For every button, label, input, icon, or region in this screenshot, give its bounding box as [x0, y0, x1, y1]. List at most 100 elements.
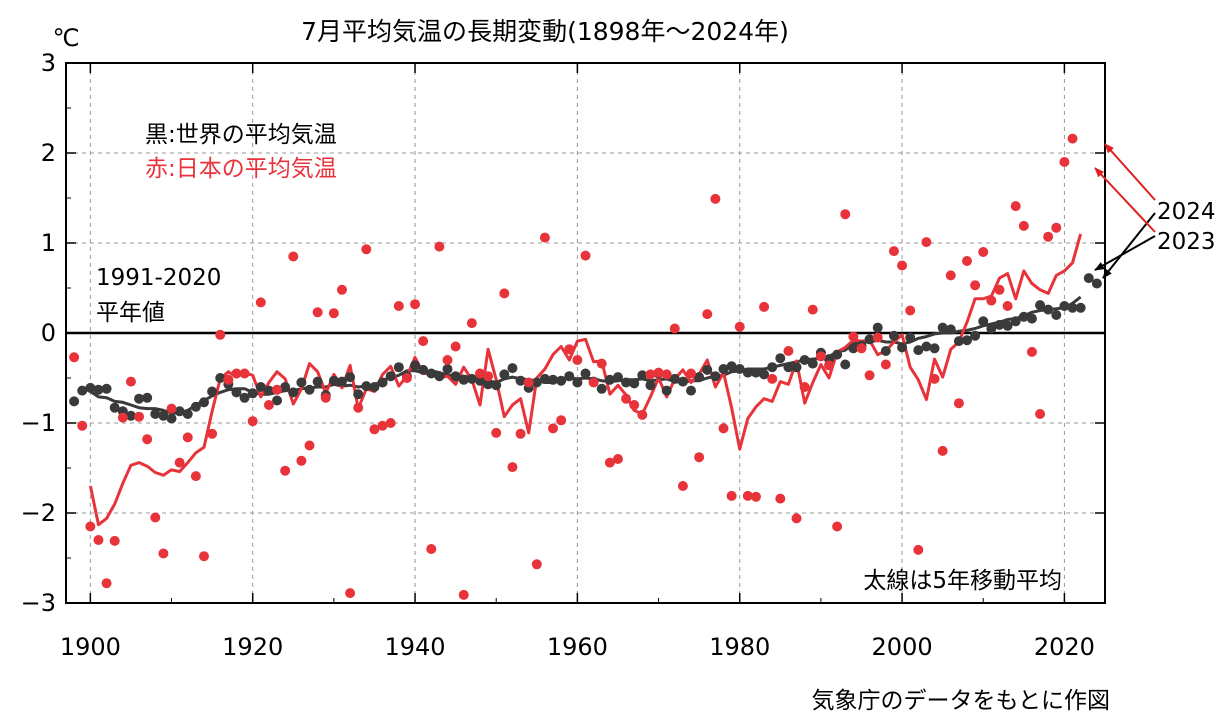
- japan-point-1993: [840, 209, 851, 220]
- japan-point-1947: [466, 318, 477, 329]
- world-point-1980: [734, 364, 745, 374]
- japan-point-1928: [312, 307, 323, 318]
- japan-point-1901: [93, 535, 104, 545]
- world-point-2010: [978, 316, 989, 327]
- world-point-1960: [572, 377, 583, 388]
- x-tick-label: 1960: [547, 633, 608, 661]
- japan-point-2008: [962, 256, 973, 266]
- world-point-1989: [807, 358, 818, 369]
- world-point-1914: [198, 397, 209, 408]
- japan-point-2004: [929, 373, 940, 384]
- japan-point-1906: [134, 411, 145, 422]
- japan-point-1930: [328, 308, 339, 319]
- world-point-1977: [710, 371, 721, 382]
- japan-point-1950: [491, 427, 502, 438]
- world-point-1984: [767, 362, 778, 373]
- japan-point-1938: [393, 301, 404, 311]
- japan-point-1945: [450, 341, 461, 352]
- japan-point-1995: [856, 343, 867, 354]
- japan-point-2005: [937, 445, 948, 456]
- world-point-1976: [702, 364, 713, 375]
- world-point-1951: [499, 369, 510, 380]
- world-point-1979: [726, 361, 737, 372]
- japan-point-1999: [888, 246, 899, 257]
- japan-point-1958: [556, 415, 567, 426]
- japan-point-1898: [69, 352, 80, 363]
- japan-point-2020: [1059, 157, 1070, 167]
- y-unit-label: ℃: [53, 24, 80, 52]
- world-point-1933: [353, 389, 364, 400]
- baseline-label-period: 1991-2020: [96, 265, 221, 291]
- world-point-1935: [369, 382, 380, 392]
- japan-point-1940: [410, 299, 421, 310]
- japan-point-1981: [742, 490, 753, 501]
- japan-point-1963: [596, 358, 607, 369]
- japan-point-1933: [353, 402, 364, 413]
- y-tick-label: −1: [21, 409, 56, 437]
- world-point-1958: [556, 375, 567, 386]
- japan-point-1914: [198, 551, 209, 562]
- world-point-1923: [272, 395, 283, 406]
- world-point-1952: [507, 363, 518, 374]
- arrow-2024: [1104, 143, 1156, 201]
- world-point-1945: [450, 371, 461, 382]
- world-point-1982: [750, 367, 761, 378]
- japan-point-1982: [750, 491, 761, 502]
- japan-point-1980: [734, 321, 745, 332]
- japan-point-1992: [832, 521, 843, 532]
- moving-average-note: 太線は5年移動平均: [863, 568, 1062, 594]
- x-tick-label: 1920: [222, 633, 283, 661]
- japan-point-1908: [150, 512, 161, 523]
- japan-point-1989: [807, 304, 818, 315]
- japan-point-1998: [880, 359, 891, 370]
- highlight-2023: 2023: [1094, 167, 1216, 271]
- japan-point-1921: [255, 297, 266, 308]
- world-point-1915: [207, 386, 218, 397]
- japan-point-1939: [401, 373, 412, 383]
- japan-moving-average-line: [88, 233, 1083, 527]
- world-point-2022: [1075, 302, 1086, 313]
- y-tick-label: 3: [41, 49, 56, 77]
- japan-point-1909: [158, 548, 169, 559]
- world-point-1953: [515, 375, 526, 386]
- x-tick-label: 1900: [60, 633, 121, 661]
- world-point-1968: [637, 370, 648, 381]
- japan-point-1974: [686, 368, 697, 379]
- japan-point-1964: [604, 457, 615, 468]
- world-point-1965: [612, 372, 623, 383]
- japan-point-1971: [661, 369, 672, 380]
- japan-point-1965: [612, 454, 623, 464]
- japan-point-1968: [637, 409, 648, 420]
- japan-point-1956: [539, 232, 550, 243]
- world-point-2014: [1010, 316, 1021, 327]
- world-point-1975: [694, 372, 705, 383]
- japan-point-1949: [483, 371, 494, 382]
- world-point-1957: [548, 374, 559, 385]
- y-tick-label: −3: [21, 589, 56, 617]
- world-point-2017: [1035, 300, 1046, 311]
- world-point-1909: [158, 410, 169, 421]
- arrow-2023-to-world: [1094, 235, 1156, 271]
- world-point-1925: [288, 387, 299, 398]
- japan-point-2012: [994, 284, 1005, 295]
- japan-point-1962: [588, 377, 599, 388]
- japan-point-1952: [507, 462, 518, 473]
- world-point-1906: [134, 393, 145, 404]
- japan-point-1970: [653, 367, 664, 378]
- world-point-1997: [872, 322, 883, 333]
- japan-point-1986: [783, 346, 794, 356]
- japan-point-1960: [572, 355, 583, 365]
- japan-points: [69, 133, 1078, 600]
- japan-point-1912: [182, 432, 193, 443]
- japan-point-1929: [320, 392, 331, 403]
- japan-point-1967: [629, 400, 640, 410]
- legend-world: 黒:世界の平均気温: [145, 122, 337, 148]
- japan-point-1977: [710, 193, 721, 204]
- japan-point-1934: [361, 244, 372, 255]
- world-point-1927: [304, 384, 315, 395]
- japan-point-1932: [345, 588, 356, 599]
- japan-point-1905: [125, 376, 136, 387]
- world-point-1911: [174, 406, 185, 417]
- grid: [66, 63, 1105, 603]
- japan-point-1994: [848, 331, 859, 342]
